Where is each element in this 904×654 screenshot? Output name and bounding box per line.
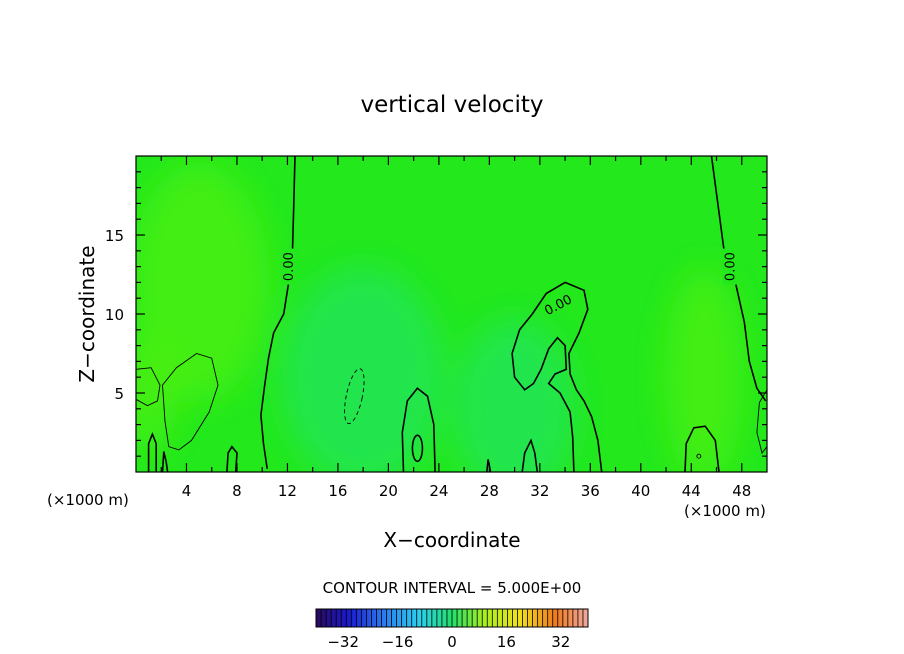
x-tick-labels: 4 8 12 16 20 24 28 32 36 40 44 48	[182, 482, 752, 500]
contour-zero-6	[147, 431, 157, 472]
x-unit-right: (×1000 m)	[684, 502, 766, 520]
contour-positive-0	[162, 353, 219, 451]
contour-label-bg	[722, 248, 737, 285]
chart-title: vertical velocity	[361, 92, 544, 118]
colorbar-segments	[320, 609, 584, 627]
contour-label: 0.00	[724, 252, 739, 281]
contour-zero-7	[161, 451, 169, 472]
y-tick-label: 5	[114, 385, 124, 403]
contour-label-group: 0.00	[280, 248, 297, 285]
colorbar-tick-label: −16	[382, 633, 414, 651]
y-tick-label: 10	[105, 306, 124, 324]
plot-area	[136, 156, 767, 472]
x-tick-label: 12	[278, 482, 297, 500]
y-axis-label: Z−coordinate	[75, 245, 99, 382]
contour-label-bg	[280, 248, 295, 285]
x-tick-label: 24	[429, 482, 448, 500]
colorbar-tick-label: 32	[551, 633, 570, 651]
shading-blob-0	[136, 162, 270, 403]
x-tick-label: 28	[480, 482, 499, 500]
x-tick-label: 16	[328, 482, 347, 500]
colorbar-tick-label: 0	[447, 633, 457, 651]
shading-blob-1	[283, 267, 444, 472]
colorbar-tick-label: −32	[327, 633, 359, 651]
contour-negative-loop	[344, 368, 365, 425]
x-tick-label: 36	[581, 482, 600, 500]
x-tick-label: 48	[732, 482, 751, 500]
shading-blob-2	[454, 318, 575, 472]
contour-label-group: 0.00	[722, 248, 739, 285]
x-tick-label: 20	[379, 482, 398, 500]
contour-interval-text: CONTOUR INTERVAL = 5.000E+00	[323, 579, 582, 597]
contour-label: 0.00	[282, 252, 297, 281]
contour-label-bg	[538, 289, 578, 319]
contour-zero-2	[511, 281, 603, 472]
x-tick-label: 32	[530, 482, 549, 500]
contour-lines	[136, 156, 767, 472]
contour-positive-2	[756, 389, 767, 454]
y-tick-labels: 5 10 15	[105, 227, 124, 403]
contour-zero-1	[710, 156, 767, 402]
colorbar-frame	[315, 608, 589, 628]
contour-small-loop	[411, 434, 424, 463]
contour-zero-3	[401, 387, 436, 472]
x-axis-label: X−coordinate	[383, 528, 520, 552]
contour-zero-8	[521, 438, 539, 472]
x-tick-label: 8	[232, 482, 242, 500]
contour-zero-0	[260, 156, 296, 469]
contour-zero-4	[684, 425, 720, 472]
x-unit-left: (×1000 m)	[47, 491, 129, 509]
shading-blob-4	[136, 333, 179, 453]
x-tick-label: 44	[682, 482, 701, 500]
contour-zero-5	[226, 445, 238, 472]
colorbar-tick-labels: −32 −16 0 16 32	[327, 633, 570, 651]
contour-tiny-loop	[696, 453, 702, 459]
y-tick-label: 15	[105, 227, 124, 245]
x-tick-label: 4	[182, 482, 192, 500]
contour-positive-1	[136, 367, 161, 407]
axis-ticks	[136, 156, 767, 472]
colorbar-tick-label: 16	[497, 633, 516, 651]
field-shading	[136, 162, 744, 472]
colorbar: −32 −16 0 16 32	[315, 608, 589, 651]
shading-blob-3	[663, 267, 744, 472]
x-tick-label: 40	[631, 482, 650, 500]
